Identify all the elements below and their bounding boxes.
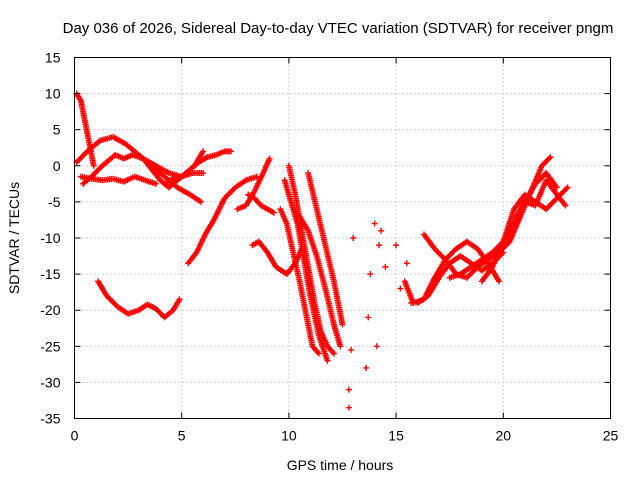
series-track-7 — [185, 174, 260, 267]
data-point — [346, 405, 352, 411]
data-points — [74, 91, 571, 411]
x-tick-label: 0 — [71, 428, 79, 444]
x-tick-label: 15 — [388, 428, 404, 444]
y-tick-label: -25 — [40, 338, 60, 354]
x-tick-label: 10 — [281, 428, 297, 444]
data-point — [365, 314, 371, 320]
data-point — [376, 242, 382, 248]
gridlines — [75, 58, 611, 419]
chart-title: Day 036 of 2026, Sidereal Day-to-day VTE… — [63, 20, 614, 37]
y-tick-label: -35 — [40, 411, 60, 427]
y-tick-label: -15 — [40, 266, 60, 282]
y-tick-label: -10 — [40, 230, 60, 246]
series-track-8 — [162, 148, 234, 186]
series-track-17 — [346, 221, 414, 411]
data-point — [404, 260, 410, 266]
series-track-20 — [421, 154, 553, 281]
data-point — [382, 264, 388, 270]
sdtvar-chart: Day 036 of 2026, Sidereal Day-to-day VTE… — [0, 0, 640, 480]
data-point — [348, 347, 354, 353]
x-tick-label: 20 — [496, 428, 512, 444]
data-point — [374, 343, 380, 349]
y-tick-label: 0 — [53, 158, 61, 174]
y-tick-label: 15 — [45, 50, 61, 66]
data-point — [397, 286, 403, 292]
y-tick-label: -20 — [40, 302, 60, 318]
y-tick-label: 5 — [53, 122, 61, 138]
series-track-5 — [95, 278, 182, 320]
series-track-2 — [74, 134, 204, 205]
y-tick-label: -30 — [40, 374, 60, 390]
y-tick-label: -5 — [48, 194, 61, 210]
data-point — [346, 387, 352, 393]
x-tick-label: 5 — [178, 428, 186, 444]
data-point — [363, 365, 369, 371]
y-axis-label: SDTVAR / TECUs — [6, 182, 22, 294]
x-tick-label: 25 — [603, 428, 619, 444]
data-point — [372, 221, 378, 227]
y-tick-label: 10 — [45, 86, 61, 102]
series-track-6 — [132, 148, 207, 190]
data-point — [393, 242, 399, 248]
x-axis-label: GPS time / hours — [287, 457, 394, 473]
series-track-4 — [78, 174, 159, 187]
x-tick-labels: 0 5 10 15 20 25 — [71, 428, 619, 444]
y-tick-labels: 15 10 5 0 -5 -10 -15 -20 -25 -30 -35 — [40, 50, 60, 427]
data-point — [350, 235, 356, 241]
data-point — [367, 271, 373, 277]
data-point — [378, 228, 384, 234]
